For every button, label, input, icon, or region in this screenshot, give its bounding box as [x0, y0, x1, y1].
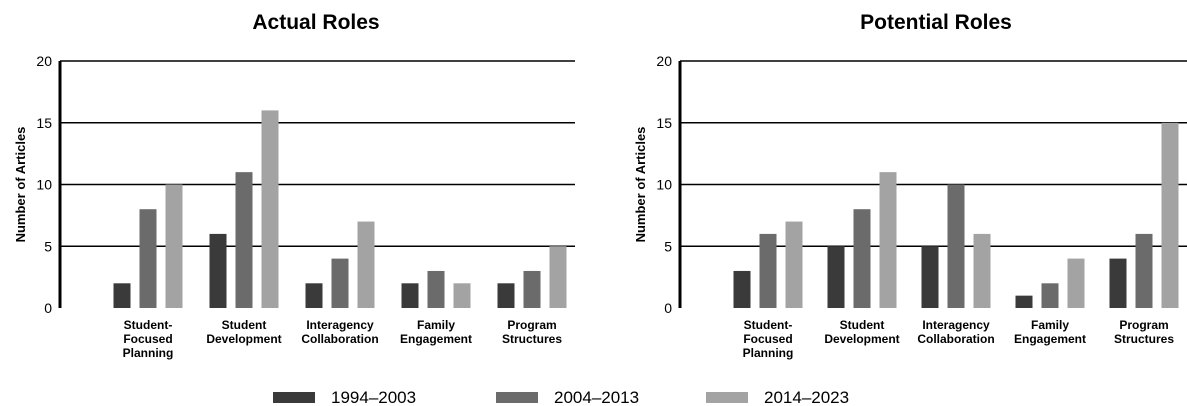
bar	[401, 283, 419, 308]
x-tick-label: Student-Focused Planning	[123, 318, 174, 360]
x-tick-label: Family Engagement	[400, 318, 472, 346]
bar	[1015, 295, 1033, 308]
bar	[209, 233, 227, 308]
y-tick-label: 20	[656, 53, 672, 69]
y-tick-label: 10	[656, 177, 672, 193]
y-tick-label: 0	[44, 300, 52, 316]
x-tick-label: Interagency Collaboration	[917, 318, 994, 346]
bar	[921, 246, 939, 308]
bar	[113, 283, 131, 308]
x-tick-label: Student Development	[206, 318, 281, 346]
x-tick-label: Program Structures	[502, 318, 562, 346]
bar	[1067, 258, 1085, 308]
chart-title: Actual Roles	[252, 11, 379, 34]
bar	[1041, 283, 1059, 308]
bar	[947, 184, 965, 308]
y-tick-label: 0	[664, 300, 672, 316]
bar	[427, 270, 445, 308]
bar	[165, 184, 183, 308]
y-tick-label: 15	[656, 115, 672, 131]
legend-swatch	[706, 392, 748, 403]
x-tick-label: Program Structures	[1114, 318, 1174, 346]
bar	[497, 283, 515, 308]
bar	[879, 172, 897, 308]
y-tick-label: 20	[36, 53, 52, 69]
chart-title: Potential Roles	[860, 11, 1012, 34]
y-tick-label: 10	[36, 177, 52, 193]
bar	[235, 172, 253, 308]
legend: 1994–2003 2004–2013 2014–2023	[273, 388, 849, 406]
y-axis-label: Number of Articles	[633, 127, 648, 243]
x-tick-label: Student Development	[824, 318, 899, 346]
y-axis-label: Number of Articles	[13, 127, 28, 243]
bar	[523, 270, 541, 308]
bar	[853, 209, 871, 308]
legend-label: 2004–2013	[554, 388, 639, 406]
legend-swatch	[273, 392, 315, 403]
bar	[261, 110, 279, 309]
chart-panel-1: Actual Roles 0 5 10 15 20 Number of Articles St…	[13, 11, 575, 360]
bar	[733, 270, 751, 308]
y-tick-label: 5	[664, 238, 672, 254]
bar	[973, 233, 991, 308]
legend-label: 1994–2003	[331, 388, 416, 406]
bar	[139, 209, 157, 308]
bar	[453, 283, 471, 308]
legend-swatch	[496, 392, 538, 403]
x-tick-label: Student-Focused Planning	[743, 318, 794, 360]
bar	[357, 221, 375, 308]
bar	[331, 258, 349, 308]
bar	[305, 283, 323, 308]
bar	[1109, 258, 1127, 308]
bar	[759, 233, 777, 308]
x-tick-label: Interagency Collaboration	[301, 318, 378, 346]
chart-panel-2: Potential Roles 0 5 10 15 20 Number of Article…	[633, 11, 1187, 360]
y-tick-label: 15	[36, 115, 52, 131]
y-tick-label: 5	[44, 238, 52, 254]
bar	[827, 246, 845, 308]
bar	[549, 246, 567, 308]
bar	[785, 221, 803, 308]
x-tick-label: Family Engagement	[1014, 318, 1086, 346]
bar	[1161, 122, 1179, 308]
legend-label: 2014–2023	[764, 388, 849, 406]
bar	[1135, 233, 1153, 308]
